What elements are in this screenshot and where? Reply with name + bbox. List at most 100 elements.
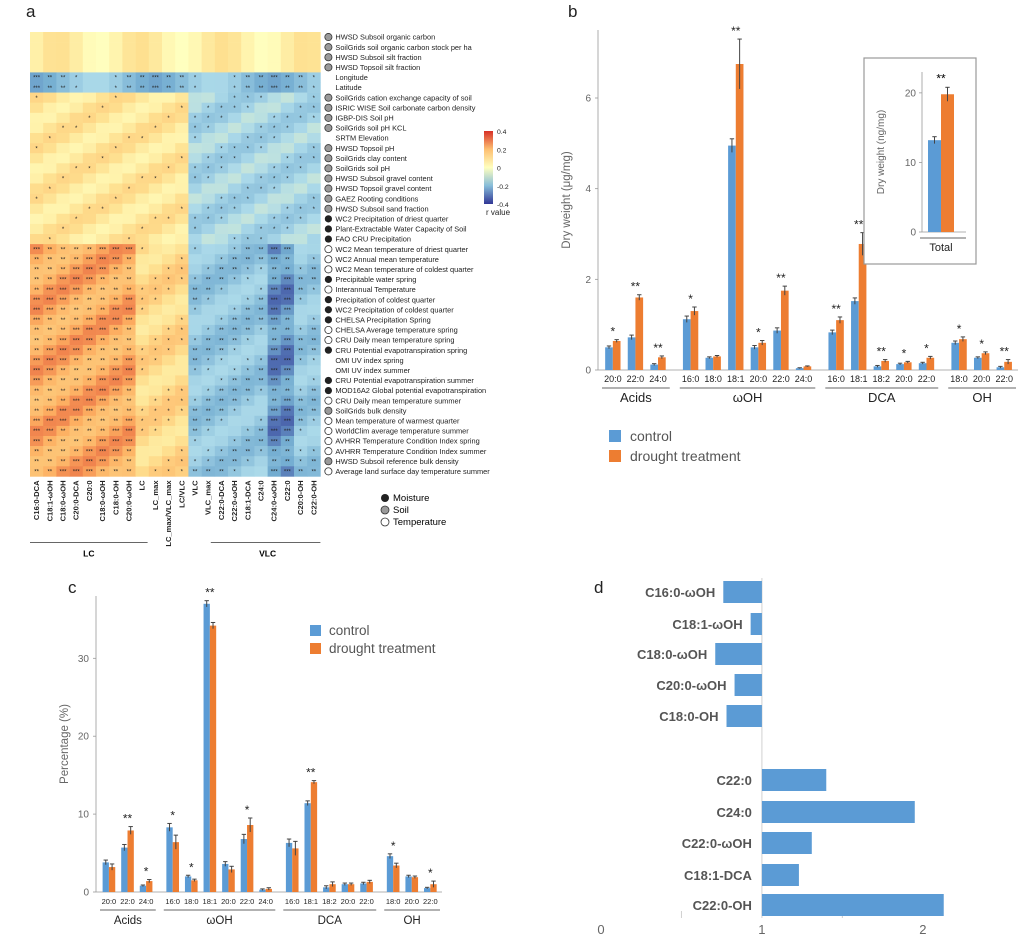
significance-mark: * [167, 409, 170, 415]
heatmap-cell [294, 163, 308, 174]
significance-mark: * [220, 358, 223, 364]
heatmap-row-label: SoilGrids soil pH [335, 164, 390, 173]
heatmap-cell [122, 335, 136, 346]
bar-drought [411, 877, 419, 892]
heatmap-cell [56, 234, 70, 245]
significance-mark: ** [219, 328, 224, 334]
bar-control [259, 889, 266, 892]
heatmap-cell [228, 436, 242, 447]
heatmap-panel: *** ** ** * * ** ** *** ** ** * * ** ** *** ** ** **** ** *… [30, 32, 511, 558]
heatmap-cell [280, 102, 295, 114]
significance-mark: *** [271, 298, 279, 304]
heatmap-cell [162, 183, 176, 194]
heatmap-cell [135, 274, 150, 285]
heatmap-row-label: Interannual Temperature [335, 285, 415, 294]
colorbar-label: r value [486, 208, 511, 217]
heatmap-cell [135, 375, 150, 386]
heatmap-cell [109, 183, 123, 194]
significance-mark: * [233, 369, 236, 375]
significance-mark: ** [311, 348, 316, 354]
significance-mark: * [62, 227, 65, 233]
heatmap-cell [280, 234, 295, 245]
significance-mark: * [181, 338, 184, 344]
heatmap-cell [175, 294, 189, 305]
heatmap-cell [122, 436, 136, 447]
heatmap-cell [175, 274, 189, 285]
bar-control [386, 856, 394, 892]
heatmap-cell [294, 153, 308, 164]
soil-icon [324, 123, 333, 132]
soil-icon [324, 194, 333, 203]
significance-mark: * [194, 247, 197, 253]
significance-mark: ** [259, 318, 264, 324]
heatmap-cell [267, 345, 282, 356]
heatmap-row-label: CRU Potential evapotranspiration spring [335, 346, 467, 355]
colorbar-tick-label: -0.4 [497, 202, 509, 209]
heatmap-cell [135, 163, 150, 174]
heatmap-cell [214, 345, 229, 356]
significance-mark: *** [73, 348, 81, 354]
heatmap-cell [241, 234, 255, 245]
heatmap-cell [43, 122, 57, 134]
heatmap-cell [96, 405, 110, 417]
heatmap-cell [267, 234, 282, 245]
heatmap-cell [188, 102, 202, 114]
significance-mark: ** [100, 338, 105, 344]
significance-mark: ** [245, 86, 250, 92]
significance-mark: * [115, 96, 118, 102]
heatmap-cell [280, 203, 295, 215]
colorbar-tick-label: 0.2 [497, 147, 507, 154]
significance-mark: ** [205, 586, 215, 600]
significance-mark: * [313, 257, 316, 263]
significance-mark: * [62, 126, 65, 132]
heatmap-cell [280, 446, 295, 457]
heatmap-cell [69, 234, 84, 245]
significance-mark: *** [46, 348, 54, 354]
heatmap-cell [228, 203, 242, 215]
heatmap-cell [188, 446, 202, 457]
heatmap-cell [30, 244, 44, 255]
significance-mark: ** [113, 268, 118, 274]
significance-mark: * [194, 369, 197, 375]
heatmap-cell [96, 122, 110, 134]
heatmap-cell [307, 335, 321, 346]
heatmap-cell [175, 436, 189, 447]
heatmap-cell [109, 415, 123, 427]
significance-mark: *** [284, 278, 292, 284]
heatmap-cell [254, 163, 268, 174]
significance-mark: ** [47, 328, 52, 334]
heatmap-cell [96, 324, 110, 336]
heatmap-cell [267, 42, 282, 53]
significance-mark: * [167, 419, 170, 425]
heatmap-cell [201, 456, 216, 467]
significance-mark: *** [271, 358, 279, 364]
heatmap-cell [135, 193, 150, 204]
significance-mark: * [233, 106, 236, 112]
heatmap-cell [201, 314, 216, 326]
significance-mark: *** [284, 470, 292, 476]
heatmap-cell [43, 254, 57, 265]
significance-mark: * [62, 177, 65, 183]
heatmap-cell [109, 122, 123, 134]
significance-mark: * [181, 278, 184, 284]
heatmap-cell [96, 92, 110, 103]
heatmap-cell [162, 324, 176, 336]
heatmap-cell [214, 375, 229, 386]
heatmap-cell [122, 92, 136, 103]
significance-mark: ** [100, 278, 105, 284]
category-label: 18:0 [704, 374, 722, 384]
heatmap-cell [254, 223, 268, 235]
heatmap-cell [267, 324, 282, 336]
moisture-icon [324, 386, 332, 395]
significance-mark: ** [47, 338, 52, 344]
heatmap-cell [188, 365, 202, 376]
bar-drought [1004, 361, 1012, 370]
significance-mark: * [167, 268, 170, 274]
significance-mark: ** [61, 247, 66, 253]
heatmap-cell [56, 324, 70, 336]
heatmap-cell [162, 284, 176, 295]
heatmap-cell [201, 223, 216, 235]
heatmap-cell [228, 415, 242, 427]
soil-icon [324, 154, 333, 163]
heatmap-cell [294, 203, 308, 215]
